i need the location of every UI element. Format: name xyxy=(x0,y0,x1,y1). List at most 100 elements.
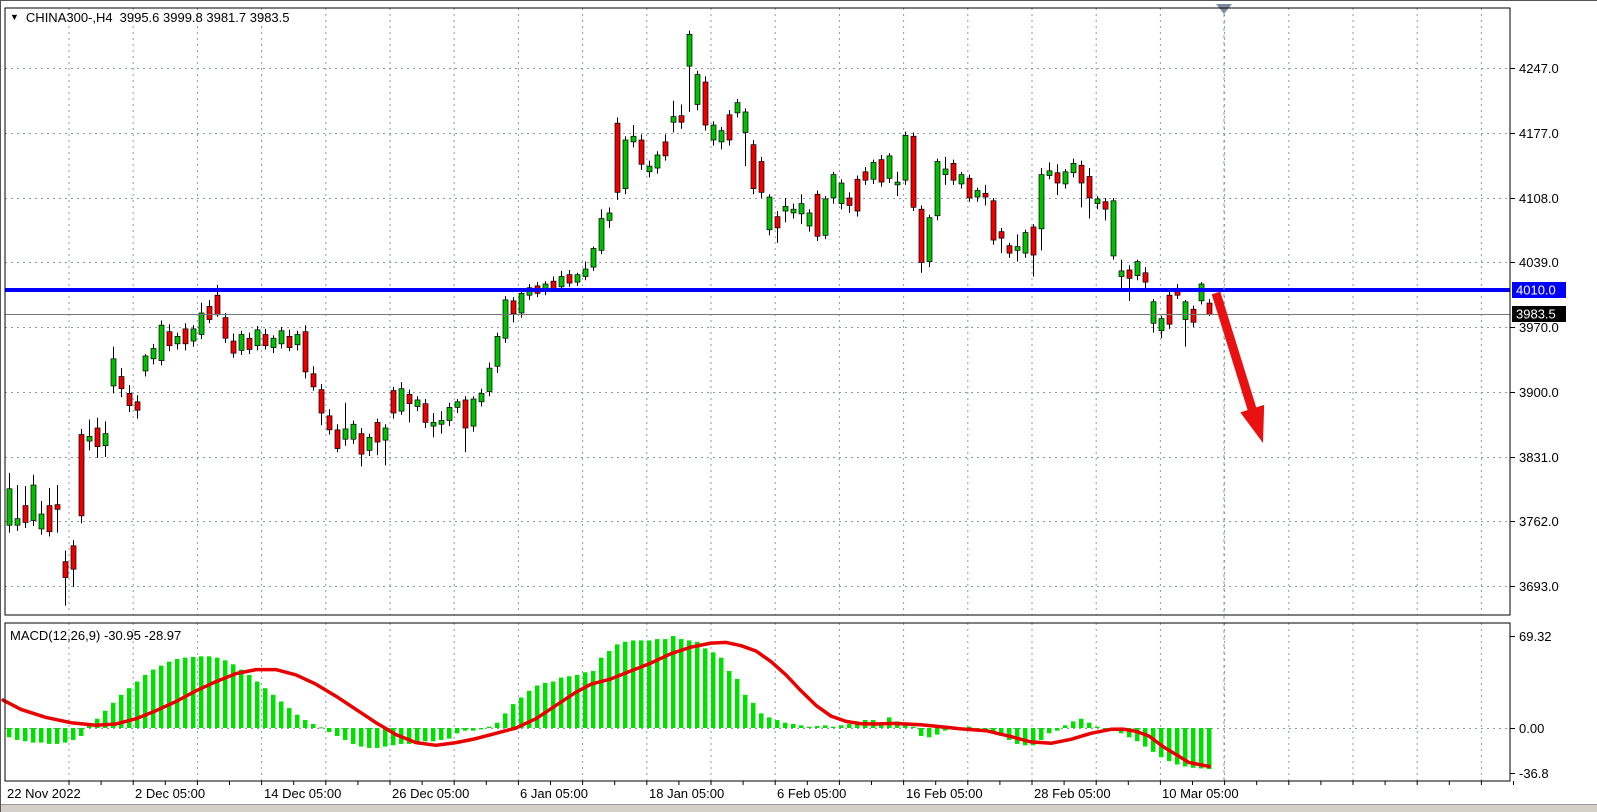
macd-histogram-bar xyxy=(1159,728,1164,758)
price-axis-label: 3900.0 xyxy=(1519,385,1559,400)
candle-body xyxy=(358,433,365,455)
candle-body xyxy=(702,81,709,126)
time-axis-label: 10 Mar 05:00 xyxy=(1162,786,1239,801)
trend-arrow-head[interactable] xyxy=(1240,404,1265,443)
macd-histogram-bar xyxy=(479,728,484,730)
candle-body xyxy=(982,192,989,198)
candle-body xyxy=(854,178,861,212)
macd-histogram-bar xyxy=(759,713,764,728)
macd-histogram-bar xyxy=(927,728,932,738)
macd-histogram-bar xyxy=(1127,728,1132,738)
candle-body xyxy=(374,422,381,443)
candle-body xyxy=(758,161,765,193)
macd-histogram-bar xyxy=(903,725,908,728)
candle-body xyxy=(430,422,437,427)
macd-histogram-bar xyxy=(575,674,580,728)
macd-histogram-bar xyxy=(567,676,572,728)
macd-histogram-bar xyxy=(1175,728,1180,765)
candle-body xyxy=(118,376,125,390)
candle-body xyxy=(222,317,229,339)
time-axis-label: 16 Feb 05:00 xyxy=(906,786,983,801)
hline-price-label-box xyxy=(1512,282,1566,298)
macd-histogram-bar xyxy=(631,640,636,728)
candle-body xyxy=(686,33,693,67)
macd-histogram-bar xyxy=(1135,728,1140,742)
macd-histogram-bar xyxy=(1047,728,1052,734)
macd-histogram-bar xyxy=(47,728,52,744)
candle-body xyxy=(38,513,45,530)
time-axis-label: 2 Dec 05:00 xyxy=(135,786,205,801)
candle-body xyxy=(470,398,477,427)
macd-histogram-bar xyxy=(263,688,268,728)
candle-body xyxy=(974,190,981,198)
macd-histogram-bar xyxy=(663,639,668,728)
macd-histogram-bar xyxy=(495,722,500,728)
macd-histogram-bar xyxy=(839,725,844,728)
candle-body xyxy=(1198,283,1205,302)
candle-body xyxy=(734,102,741,114)
macd-histogram-bar xyxy=(1103,728,1108,730)
candle-body xyxy=(670,116,677,123)
macd-axis-label: -36.8 xyxy=(1519,766,1549,781)
macd-histogram-bar xyxy=(823,725,828,728)
macd-histogram-bar xyxy=(695,641,700,728)
macd-histogram-bar xyxy=(55,728,60,744)
candle-body xyxy=(790,208,797,214)
macd-histogram-bar xyxy=(319,727,324,729)
candle-body xyxy=(46,505,53,533)
candle-body xyxy=(934,161,941,217)
candle-body xyxy=(1102,201,1109,210)
macd-histogram-bar xyxy=(847,724,852,728)
chart-shift-marker-icon[interactable] xyxy=(1216,4,1232,14)
macd-histogram-bar xyxy=(327,728,332,732)
macd-histogram-bar xyxy=(607,651,612,728)
candle-body xyxy=(1006,245,1013,254)
candle-body xyxy=(558,276,565,288)
candle-body xyxy=(990,200,997,241)
candle-body xyxy=(78,434,85,517)
trend-arrow-shaft[interactable] xyxy=(1211,291,1257,411)
candle-body xyxy=(302,331,309,373)
macd-histogram-bar xyxy=(487,726,492,728)
macd-histogram-bar xyxy=(407,728,412,744)
candle-body xyxy=(110,358,117,387)
candle-body xyxy=(70,545,77,570)
hline-price-label: 4010.0 xyxy=(1516,283,1556,298)
candle-body xyxy=(150,348,157,360)
ohlc-values: 3995.6 3999.8 3981.7 3983.5 xyxy=(119,10,290,25)
candle-body xyxy=(454,401,461,408)
candle-body xyxy=(654,154,661,169)
price-axis-label: 4039.0 xyxy=(1519,255,1559,270)
macd-histogram-bar xyxy=(135,681,140,728)
time-axis-label: 18 Jan 05:00 xyxy=(649,786,724,801)
candle-body xyxy=(478,393,485,403)
candle-body xyxy=(238,334,245,351)
candle-body xyxy=(382,427,389,441)
candle-body xyxy=(1078,164,1085,184)
macd-values: -30.95 -28.97 xyxy=(103,628,182,643)
candle-body xyxy=(846,197,853,206)
macd-histogram-bar xyxy=(439,728,444,740)
symbol-dropdown-icon[interactable]: ▼ xyxy=(10,12,19,22)
macd-histogram-bar xyxy=(799,725,804,728)
macd-histogram-bar xyxy=(775,720,780,728)
candle-body xyxy=(126,393,133,406)
macd-histogram-bar xyxy=(103,710,108,728)
candle-body xyxy=(998,231,1005,239)
candle-body xyxy=(486,367,493,392)
macd-histogram-bar xyxy=(415,728,420,743)
candle-body xyxy=(22,505,29,523)
candle-body xyxy=(742,111,749,133)
candle-body xyxy=(1142,272,1149,283)
macd-histogram-bar xyxy=(671,636,676,728)
candle-body xyxy=(662,141,669,157)
macd-histogram-bar xyxy=(1199,728,1204,769)
macd-histogram-bar xyxy=(511,704,516,728)
candle-body xyxy=(246,337,253,350)
macd-histogram-bar xyxy=(183,657,188,728)
macd-histogram-bar xyxy=(1183,728,1188,767)
macd-histogram-bar xyxy=(1031,728,1036,746)
candle-body xyxy=(414,399,421,407)
